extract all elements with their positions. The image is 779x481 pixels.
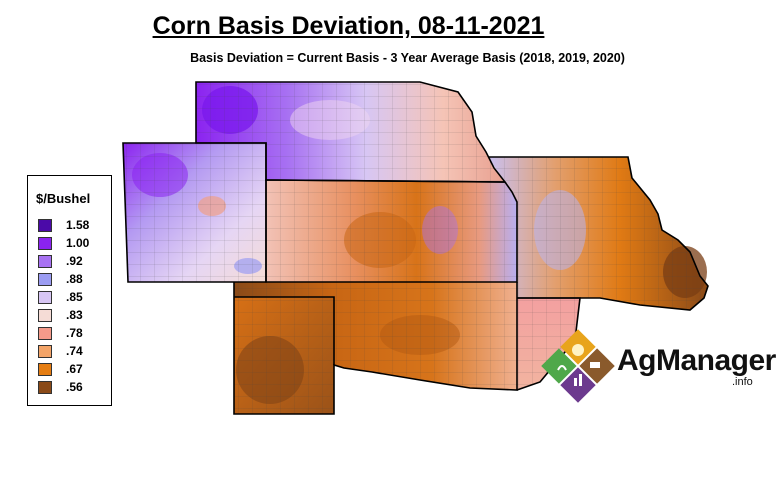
- map-subtitle: Basis Deviation = Current Basis - 3 Year…: [190, 51, 625, 65]
- agmanager-logo: AgManager .info: [540, 326, 776, 406]
- legend-swatch: [38, 291, 52, 304]
- legend-swatch: [38, 327, 52, 340]
- legend-swatch: [38, 237, 52, 250]
- legend-title: $/Bushel: [36, 191, 91, 206]
- legend-swatch: [38, 363, 52, 376]
- legend-label: 1.58: [66, 218, 90, 232]
- legend-swatch: [38, 255, 52, 268]
- legend-label: .74: [66, 344, 83, 358]
- legend-swatch: [38, 309, 52, 322]
- legend-item: .67: [38, 360, 108, 378]
- legend-item: .83: [38, 306, 108, 324]
- legend-item: .88: [38, 270, 108, 288]
- legend-item: 1.58: [38, 216, 108, 234]
- legend-label: .85: [66, 290, 83, 304]
- agmanager-logo-icon: [541, 329, 615, 403]
- legend-label: 1.00: [66, 236, 90, 250]
- legend-label: .88: [66, 272, 83, 286]
- legend-item: 1.00: [38, 234, 108, 252]
- legend-item: .56: [38, 378, 108, 396]
- legend-item: .85: [38, 288, 108, 306]
- legend: $/Bushel 1.58 1.00 .92 .88 .85 .83 .78 .…: [27, 175, 112, 406]
- legend-swatch: [38, 381, 52, 394]
- legend-label: .92: [66, 254, 83, 268]
- legend-label: .78: [66, 326, 83, 340]
- legend-label: .56: [66, 380, 83, 394]
- legend-swatch: [38, 273, 52, 286]
- legend-label: .67: [66, 362, 83, 376]
- legend-swatch: [38, 345, 52, 358]
- logo-text: AgManager: [617, 344, 776, 377]
- legend-item: .78: [38, 324, 108, 342]
- map-title: Corn Basis Deviation, 08-11-2021: [152, 12, 545, 40]
- legend-swatch: [38, 219, 52, 232]
- logo-subtext: .info: [732, 376, 753, 388]
- legend-item: .74: [38, 342, 108, 360]
- legend-item: .92: [38, 252, 108, 270]
- legend-label: .83: [66, 308, 83, 322]
